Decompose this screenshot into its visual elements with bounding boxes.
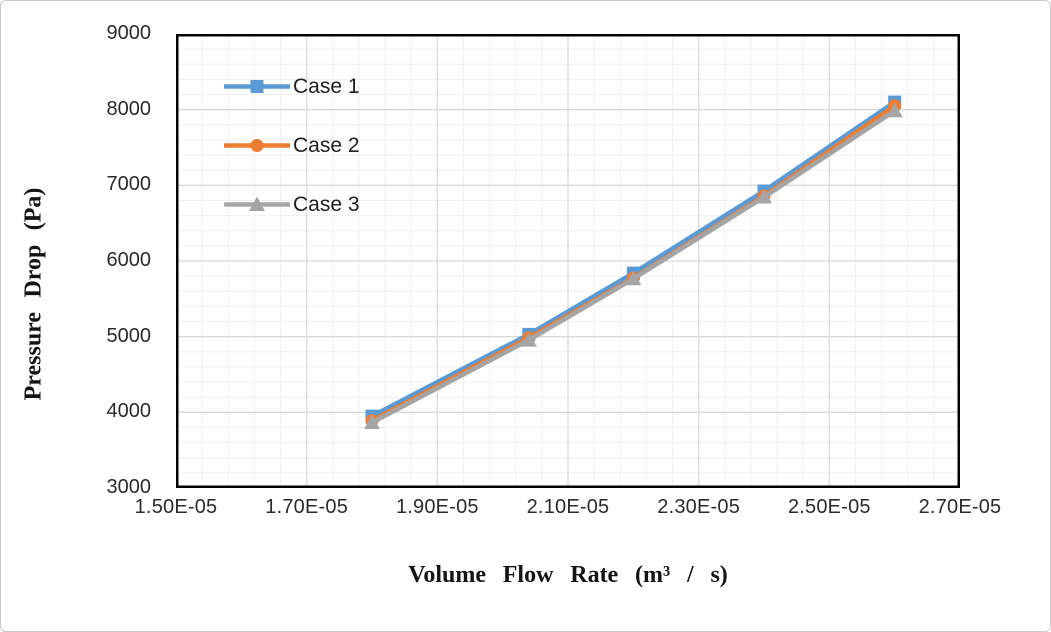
x-axis-tick-label: 2.50E-05 <box>787 496 871 518</box>
marker-circle-legend-2 <box>250 139 264 152</box>
legend-swatch-circle-icon <box>224 139 290 152</box>
legend-label: Case 2 <box>293 134 360 157</box>
plot-area <box>176 34 960 488</box>
legend: Case 1 Case 2 Case 3 <box>224 76 360 215</box>
x-axis-tick-label: 1.90E-05 <box>395 496 479 518</box>
x-axis-tick-label: 2.30E-05 <box>657 496 741 518</box>
plot-border <box>176 34 960 488</box>
x-axis-tick-label: 2.10E-05 <box>526 496 610 518</box>
legend-label: Case 3 <box>293 193 360 216</box>
series-line-1 <box>369 99 897 419</box>
legend-item-case-3: Case 3 <box>224 194 360 215</box>
y-axis-tick-label: 4000 <box>106 400 152 423</box>
y-axis-tick-label: 5000 <box>106 324 152 347</box>
y-axis-title: Pressure Drop (Pa) <box>20 187 47 401</box>
marker-triangle-3 <box>886 102 903 118</box>
x-axis-tick-label: 1.70E-05 <box>265 496 349 518</box>
y-axis-tick-label: 6000 <box>106 249 152 271</box>
marker-square-legend-1 <box>250 80 264 93</box>
legend-label: Case 1 <box>293 75 360 98</box>
x-axis-tick-label: 1.50E-05 <box>134 496 218 518</box>
legend-item-case-1: Case 1 <box>224 76 360 97</box>
y-axis-tick-label: 3000 <box>106 476 152 498</box>
x-axis-title: Volume Flow Rate (m³ / s) <box>408 562 728 588</box>
marker-triangle-legend-3 <box>249 196 265 211</box>
marker-triangle-3 <box>756 189 772 204</box>
y-axis-tick-label: 7000 <box>106 173 152 196</box>
legend-item-case-2: Case 2 <box>224 135 360 156</box>
y-axis-tick-label: 9000 <box>106 22 152 44</box>
legend-swatch-square-icon <box>224 80 290 93</box>
marker-triangle-3 <box>520 332 537 347</box>
marker-triangle-3 <box>364 414 380 430</box>
x-axis-tick-label: 2.70E-05 <box>918 496 1002 518</box>
legend-swatch-triangle-icon <box>224 196 290 211</box>
y-axis-tick-label: 8000 <box>106 97 152 120</box>
marker-triangle-3 <box>625 270 642 286</box>
